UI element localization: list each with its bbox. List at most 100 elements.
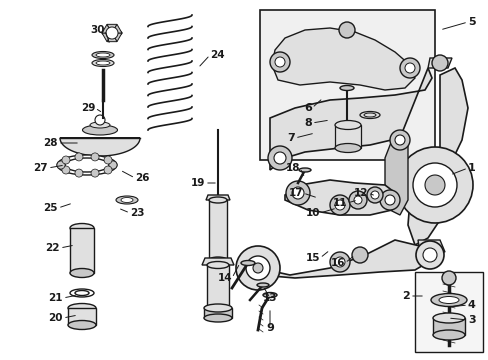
Circle shape [329, 252, 349, 272]
Polygon shape [417, 240, 444, 252]
Circle shape [334, 257, 345, 267]
Text: 29: 29 [81, 103, 95, 113]
Circle shape [91, 169, 99, 177]
Ellipse shape [203, 314, 231, 322]
Text: 30: 30 [90, 25, 105, 35]
Circle shape [236, 246, 280, 290]
Circle shape [431, 55, 447, 71]
Circle shape [441, 271, 455, 285]
Circle shape [412, 163, 456, 207]
Ellipse shape [96, 53, 110, 57]
Text: 5: 5 [467, 17, 475, 27]
Text: 24: 24 [209, 50, 224, 60]
Ellipse shape [206, 306, 228, 314]
Text: 1: 1 [467, 163, 475, 173]
Text: 23: 23 [130, 208, 144, 218]
Circle shape [291, 187, 304, 199]
Circle shape [338, 22, 354, 38]
Ellipse shape [65, 158, 109, 172]
Ellipse shape [339, 85, 353, 90]
Polygon shape [432, 318, 464, 335]
Ellipse shape [57, 155, 117, 175]
Text: 27: 27 [33, 163, 48, 173]
Circle shape [348, 191, 366, 209]
Polygon shape [427, 58, 451, 68]
Text: 17: 17 [288, 188, 303, 198]
Polygon shape [107, 24, 117, 33]
Polygon shape [107, 33, 117, 42]
Polygon shape [203, 308, 231, 318]
Ellipse shape [298, 168, 310, 172]
Ellipse shape [82, 125, 117, 135]
Text: 19: 19 [190, 178, 204, 188]
Circle shape [366, 187, 382, 203]
Circle shape [399, 58, 419, 78]
Circle shape [415, 241, 443, 269]
Ellipse shape [438, 297, 458, 303]
Text: 4: 4 [467, 300, 475, 310]
Text: 10: 10 [305, 208, 319, 218]
Circle shape [91, 153, 99, 161]
Polygon shape [102, 24, 112, 33]
Circle shape [329, 195, 349, 215]
Text: 3: 3 [467, 315, 475, 325]
Text: 13: 13 [262, 293, 277, 303]
Polygon shape [206, 265, 228, 310]
Text: 28: 28 [43, 138, 58, 148]
Ellipse shape [90, 122, 110, 128]
Ellipse shape [96, 61, 110, 65]
Circle shape [62, 156, 70, 164]
Ellipse shape [430, 293, 466, 306]
Circle shape [334, 200, 345, 210]
Circle shape [245, 256, 269, 280]
Polygon shape [60, 138, 140, 156]
Text: 11: 11 [332, 198, 346, 208]
Ellipse shape [257, 283, 268, 287]
Bar [260, 10, 434, 160]
Text: 20: 20 [48, 313, 63, 323]
Circle shape [389, 130, 409, 150]
Circle shape [75, 169, 83, 177]
Circle shape [384, 195, 394, 205]
Ellipse shape [432, 313, 464, 323]
Circle shape [394, 135, 404, 145]
Ellipse shape [432, 330, 464, 340]
Ellipse shape [208, 197, 226, 203]
Polygon shape [112, 24, 122, 33]
Polygon shape [205, 195, 229, 200]
Circle shape [75, 153, 83, 161]
Ellipse shape [92, 59, 114, 67]
Text: 25: 25 [43, 203, 58, 213]
Circle shape [273, 152, 285, 164]
Text: 18: 18 [285, 163, 299, 173]
Circle shape [422, 248, 436, 262]
Text: 7: 7 [286, 133, 294, 143]
Text: 21: 21 [48, 293, 63, 303]
Circle shape [421, 244, 437, 260]
Circle shape [109, 161, 117, 169]
Circle shape [57, 161, 65, 169]
Circle shape [285, 181, 309, 205]
Circle shape [62, 166, 70, 174]
Ellipse shape [334, 144, 360, 153]
Polygon shape [112, 33, 122, 42]
Text: 9: 9 [265, 323, 273, 333]
Text: 16: 16 [330, 258, 345, 268]
Ellipse shape [102, 30, 122, 36]
Ellipse shape [116, 196, 138, 204]
Circle shape [353, 196, 361, 204]
Circle shape [269, 52, 289, 72]
Ellipse shape [208, 257, 226, 263]
Polygon shape [102, 33, 112, 42]
Circle shape [95, 115, 105, 125]
Circle shape [106, 27, 118, 39]
Circle shape [351, 247, 367, 263]
Circle shape [396, 147, 472, 223]
Ellipse shape [241, 261, 254, 266]
Circle shape [379, 190, 399, 210]
Polygon shape [384, 135, 407, 215]
Ellipse shape [263, 292, 276, 297]
Polygon shape [407, 68, 467, 245]
Polygon shape [208, 200, 226, 260]
Text: 22: 22 [45, 243, 60, 253]
